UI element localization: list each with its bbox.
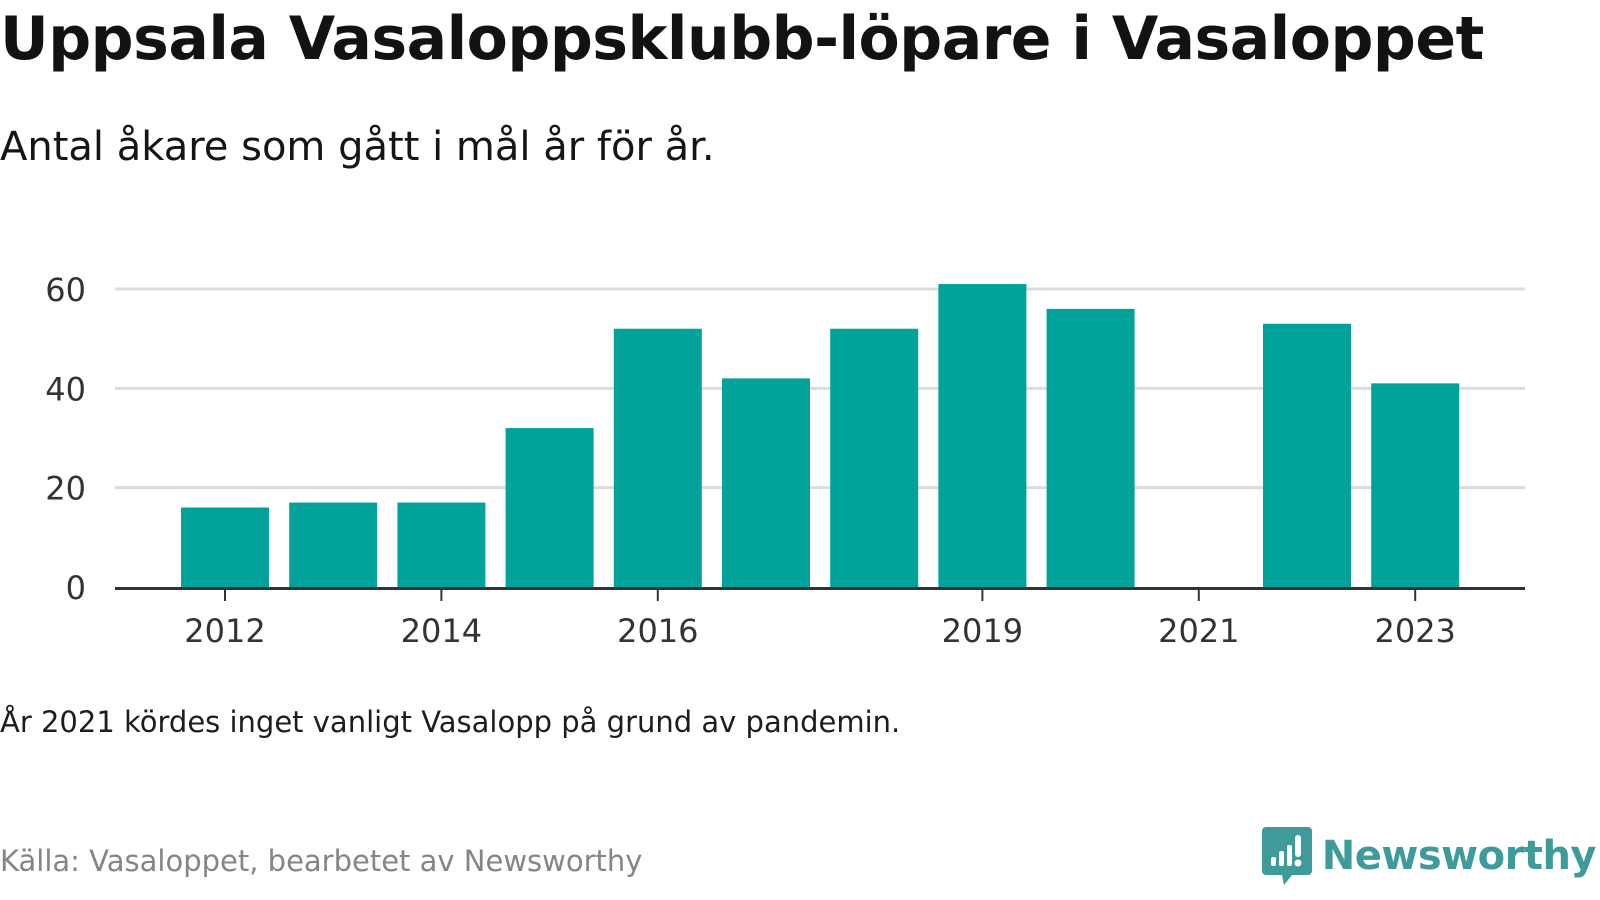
bar-2017 [722,378,810,587]
bar-2020 [1046,308,1135,587]
x-tick-label: 2019 [942,612,1023,650]
x-tick-label: 2014 [401,612,482,650]
x-tick-label: 2012 [184,612,265,650]
chart-title: Uppsala Vasaloppsklubb-löpare i Vasalopp… [0,4,1484,74]
bar-2015 [505,428,594,587]
y-tick-label: 0 [66,569,86,607]
x-tick-label: 2016 [617,612,698,650]
bar-2016 [613,328,702,587]
x-axis-ticks: 2012 2014 2016 2019 2021 2023 [184,590,1456,650]
bar-2022 [1263,323,1351,587]
y-axis-ticks: 0 20 40 60 [45,271,86,607]
y-tick-label: 60 [45,271,86,309]
bar-2013 [289,502,378,587]
source-credit: Källa: Vasaloppet, bearbetet av Newswort… [0,844,643,878]
bar-2018 [830,328,919,587]
bar-2012 [181,507,269,587]
bar-2014 [397,502,486,587]
y-tick-label: 40 [45,370,86,408]
newsworthy-logo-icon [1261,827,1312,885]
chart-note: År 2021 kördes inget vanligt Vasalopp på… [0,705,901,739]
brand-name: Newsworthy [1321,833,1597,879]
x-tick-label: 2021 [1158,612,1239,650]
x-tick-label: 2023 [1374,612,1455,650]
bar-2019 [938,284,1027,587]
chart-subtitle: Antal åkare som gått i mål år för år. [0,124,715,170]
y-tick-label: 20 [45,470,86,508]
bars [181,284,1460,587]
newsworthy-brand: Newsworthy [1261,826,1597,886]
bar-2023 [1371,383,1460,587]
bar-chart: 0 20 40 60 2012 2014 2016 2019 2021 2023 [45,271,1525,650]
